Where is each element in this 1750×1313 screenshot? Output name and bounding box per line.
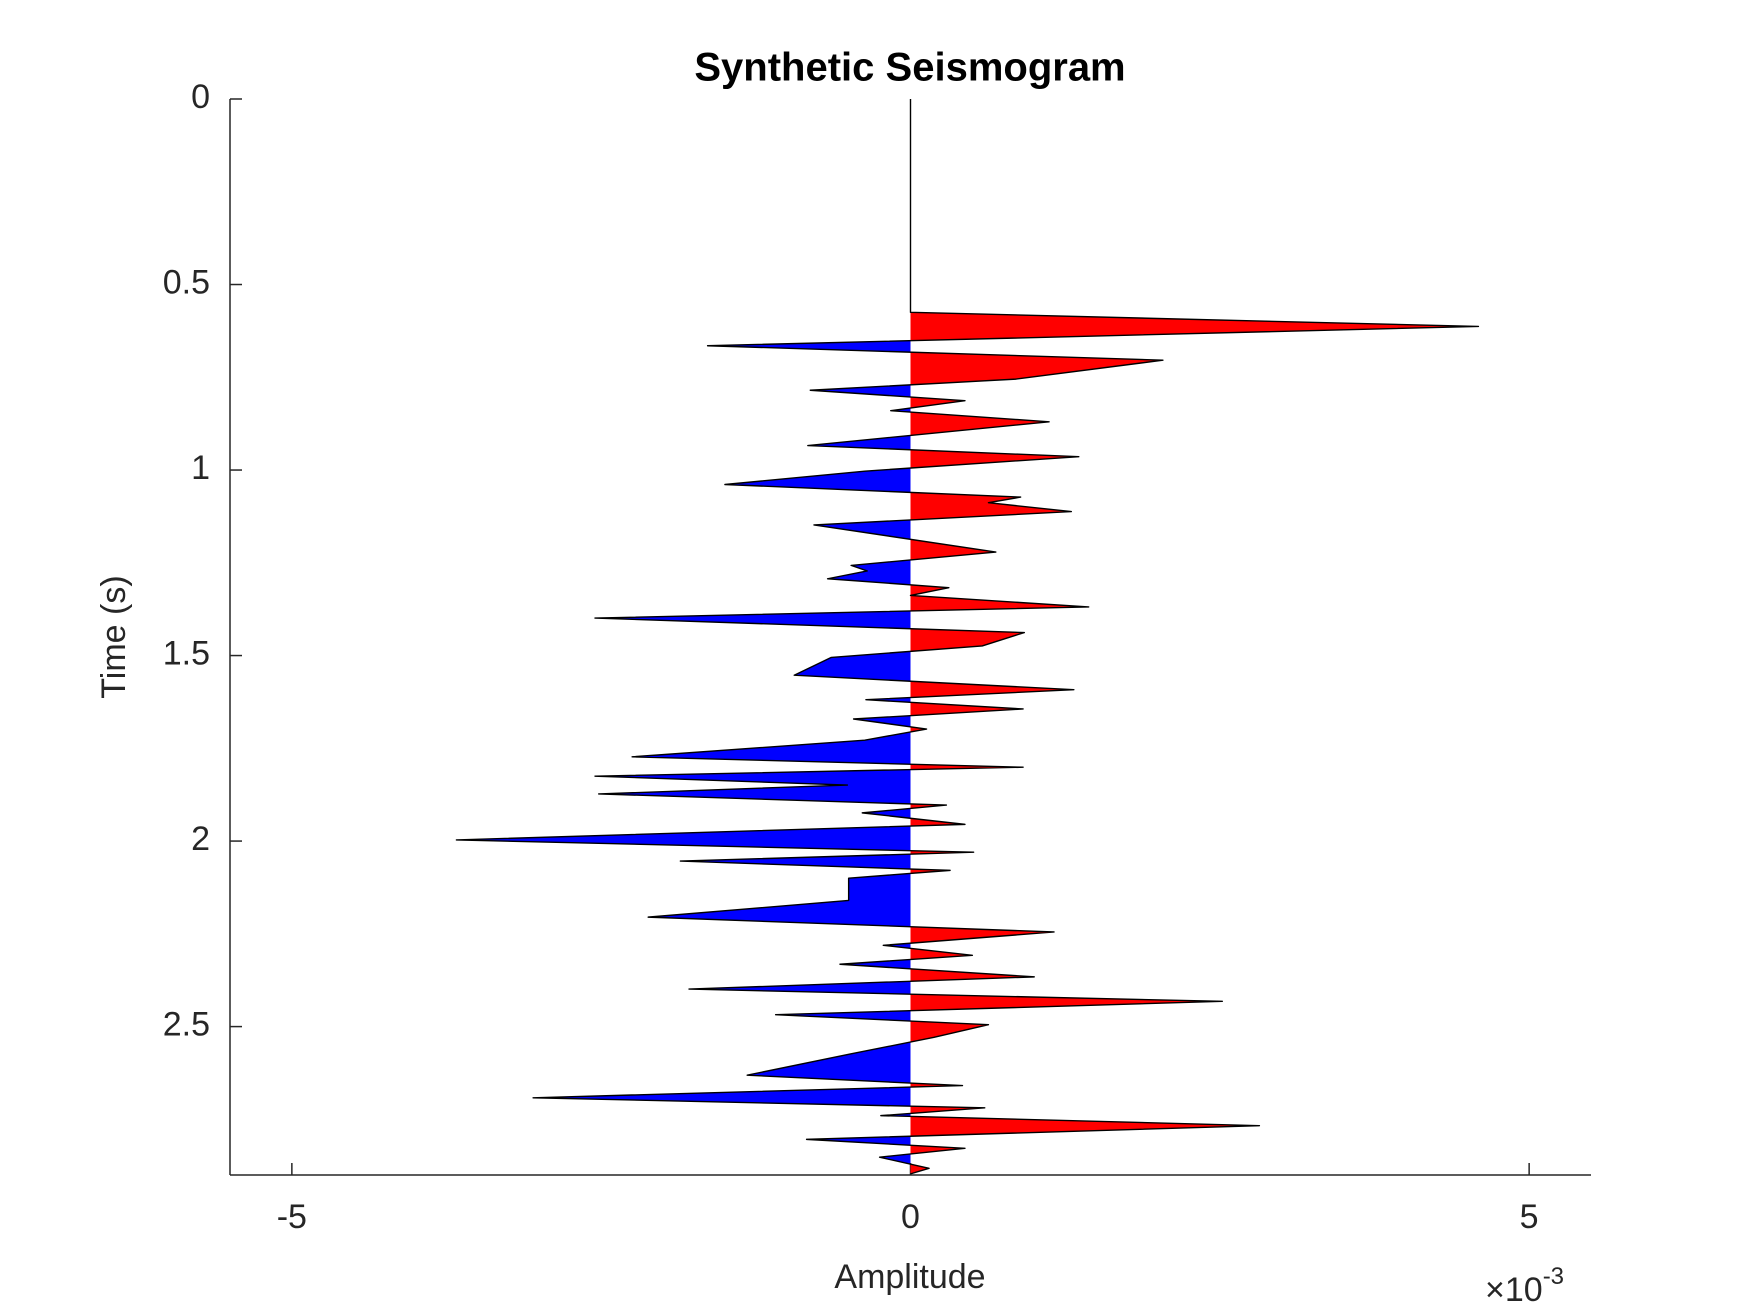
y-tick-label: 2 — [191, 820, 210, 858]
y-tick-label: 2.5 — [163, 1006, 210, 1044]
multiplier-exponent: -3 — [1543, 1263, 1564, 1290]
multiplier-base: ×10 — [1485, 1271, 1543, 1309]
positive-fill — [910, 99, 1479, 1174]
y-axis-label: Time (s) — [95, 575, 133, 698]
y-tick-label: 1.5 — [163, 635, 210, 673]
trace-line — [455, 99, 1480, 1175]
y-tick-label: 0 — [191, 78, 210, 116]
chart-title: Synthetic Seismogram — [694, 46, 1125, 90]
y-tick-label: 1 — [191, 449, 210, 487]
x-multiplier: ×10-3 — [1485, 1263, 1564, 1309]
y-tick-label: 0.5 — [163, 264, 210, 302]
x-axis-label: Amplitude — [834, 1258, 985, 1296]
x-tick-label: -5 — [277, 1198, 307, 1236]
x-tick-label: 0 — [901, 1198, 920, 1236]
x-tick-label: 5 — [1520, 1198, 1539, 1236]
